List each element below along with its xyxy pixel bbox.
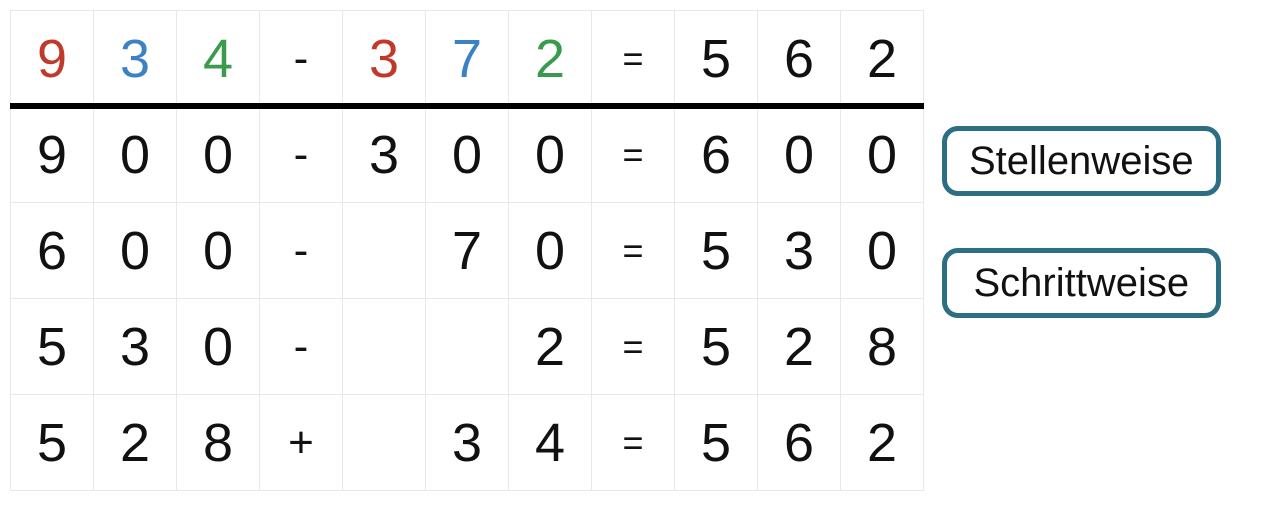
thick-rule [93,103,177,109]
arithmetic-grid: 934-372=562900-300=600600-70=530530-2=52… [10,10,924,491]
grid-row: 530-2=528 [11,299,924,395]
labels-column: Stellenweise Schrittweise [942,10,1221,318]
grid-cell: = [592,11,675,107]
grid-cell: + [260,395,343,491]
grid-cell: 3 [343,107,426,203]
grid-row: 900-300=600 [11,107,924,203]
thick-rule [10,103,94,109]
grid-cell: 0 [841,203,924,299]
grid-cell: 6 [758,11,841,107]
grid-cell: 2 [509,11,592,107]
grid-cell: 7 [426,11,509,107]
label-schrittweise: Schrittweise [942,248,1221,318]
grid-cell: - [260,107,343,203]
grid-cell: 4 [509,395,592,491]
grid-row: 600-70=530 [11,203,924,299]
grid-cell: 0 [509,107,592,203]
grid-cell: 8 [841,299,924,395]
grid-cell: 4 [177,11,260,107]
grid-cell: - [260,203,343,299]
grid-cell: 0 [94,107,177,203]
thick-rule [674,103,758,109]
grid-cell: 0 [841,107,924,203]
grid-cell: 3 [94,299,177,395]
grid-cell [426,299,509,395]
grid-cell: 6 [11,203,94,299]
grid-row: 934-372=562 [11,11,924,107]
grid-cell: 5 [675,11,758,107]
grid-cell: 2 [509,299,592,395]
thick-rule [508,103,592,109]
grid-cell: 5 [675,203,758,299]
grid-cell: - [260,11,343,107]
label-stellenweise: Stellenweise [942,126,1221,196]
grid-cell [343,203,426,299]
thick-rule [757,103,841,109]
grid-cell: 0 [177,203,260,299]
grid-cell: 2 [94,395,177,491]
grid-cell: 5 [675,299,758,395]
grid-cell: 5 [11,395,94,491]
grid-cell: = [592,203,675,299]
grid-cell: 3 [343,11,426,107]
thick-rule [425,103,509,109]
grid-cell: = [592,107,675,203]
grid-cell: 9 [11,107,94,203]
thick-rule [176,103,260,109]
grid-cell [343,395,426,491]
thick-rule [342,103,426,109]
thick-rule [591,103,675,109]
grid-cell: 3 [94,11,177,107]
grid-cell: 5 [675,395,758,491]
grid-cell: 7 [426,203,509,299]
grid-cell: 2 [841,395,924,491]
grid-cell: 8 [177,395,260,491]
grid-cell: 0 [94,203,177,299]
grid-cell: = [592,299,675,395]
grid-cell: 2 [841,11,924,107]
grid-cell: 0 [177,107,260,203]
thick-rule [840,103,924,109]
grid-cell: 0 [509,203,592,299]
grid-cell: 9 [11,11,94,107]
grid-cell: 0 [177,299,260,395]
grid-cell: 0 [758,107,841,203]
grid-cell [343,299,426,395]
grid-cell: 3 [758,203,841,299]
grid-cell: 2 [758,299,841,395]
grid-cell: = [592,395,675,491]
thick-rule [259,103,343,109]
grid-cell: 0 [426,107,509,203]
grid-cell: 5 [11,299,94,395]
grid-cell: 3 [426,395,509,491]
grid-cell: - [260,299,343,395]
grid-row: 528+34=562 [11,395,924,491]
grid-cell: 6 [758,395,841,491]
grid-cell: 6 [675,107,758,203]
